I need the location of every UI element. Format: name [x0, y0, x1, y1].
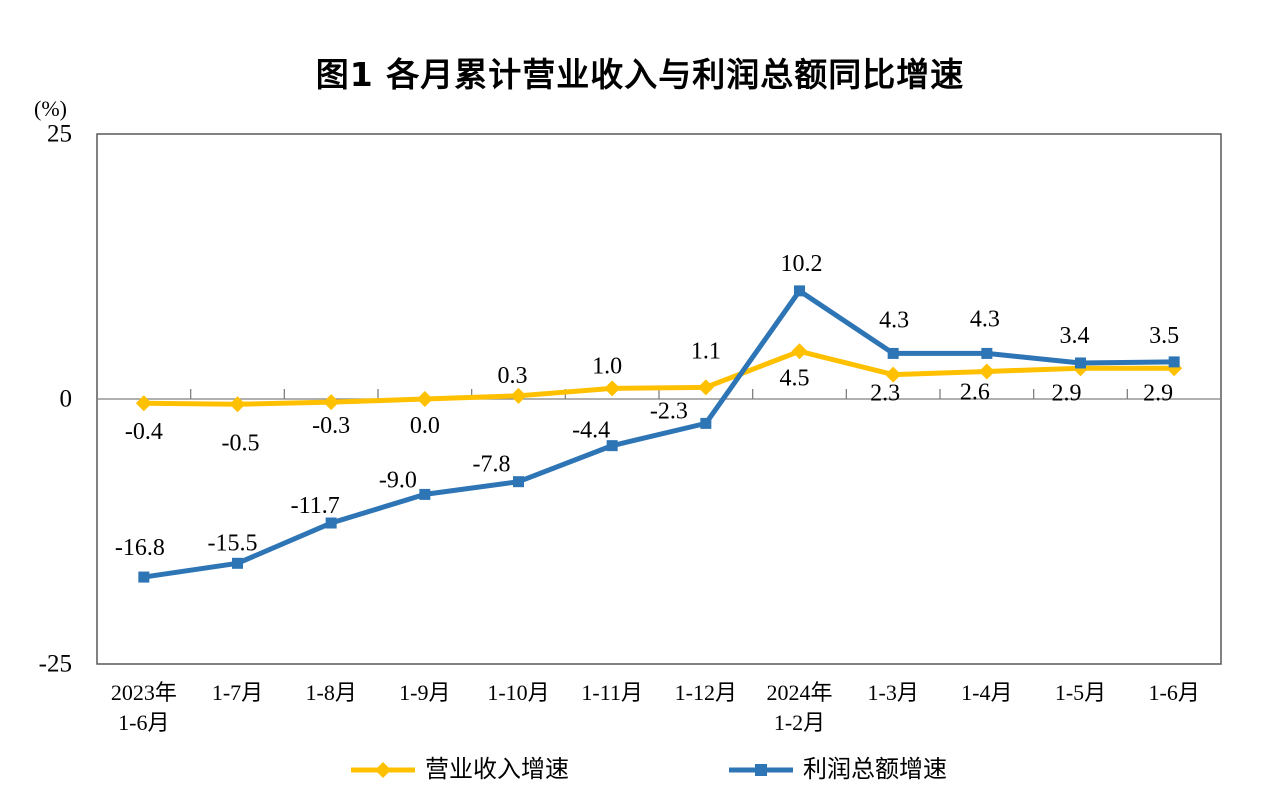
data-label: -11.7 — [291, 493, 340, 519]
x-axis-label: 1-12月 — [675, 680, 737, 705]
data-label: 0.3 — [498, 363, 528, 389]
y-axis-unit-label: (%) — [34, 96, 67, 121]
data-point-marker — [604, 380, 621, 397]
x-axis-label: 1-7月 — [212, 680, 263, 705]
x-axis-label: 1-5月 — [1055, 680, 1106, 705]
data-point-marker — [323, 394, 340, 411]
data-point-marker — [135, 395, 152, 412]
data-point-marker — [325, 517, 337, 529]
data-point-marker — [887, 347, 899, 359]
data-label: 3.5 — [1149, 323, 1179, 349]
data-point-marker — [978, 363, 995, 380]
x-axis-label: 1-3月 — [868, 680, 919, 705]
data-label: -2.3 — [650, 398, 688, 424]
data-point-marker — [885, 366, 902, 383]
data-label: 4.3 — [970, 306, 1000, 332]
data-label: 1.0 — [592, 353, 622, 379]
x-axis-label: 1-10月 — [487, 680, 549, 705]
data-label: 1.1 — [691, 338, 721, 364]
data-label: 2.3 — [870, 381, 900, 407]
x-axis-label: 1-8月 — [306, 680, 357, 705]
data-label: 2.9 — [1052, 380, 1082, 406]
data-point-marker — [229, 396, 246, 413]
data-point-marker — [232, 557, 243, 569]
data-point-marker — [419, 488, 431, 500]
data-label: -15.5 — [208, 530, 258, 556]
data-point-marker — [416, 391, 433, 407]
data-label: -0.4 — [125, 419, 163, 445]
data-point-marker — [606, 440, 618, 452]
series-line-revenue — [141, 348, 1177, 407]
data-label: 0.0 — [410, 413, 440, 439]
chart-title: 图1 各月累计营业收入与利润总额同比增速 — [315, 55, 965, 94]
data-point-marker — [138, 571, 150, 583]
series-line-profit — [141, 288, 1177, 580]
y-axis-label: -25 — [39, 651, 72, 678]
data-point-marker — [981, 347, 993, 359]
data-label: 4.5 — [780, 365, 810, 391]
data-label: 4.3 — [879, 307, 909, 333]
data-label: -7.8 — [473, 452, 511, 478]
data-point-marker — [697, 379, 714, 396]
data-label: -16.8 — [115, 535, 165, 561]
x-axis-label: 1-6月 — [1149, 680, 1200, 705]
data-point-marker — [794, 285, 805, 297]
data-label: 10.2 — [781, 251, 823, 277]
data-label: -0.5 — [222, 430, 260, 456]
data-label: -0.3 — [312, 413, 350, 439]
y-axis-label: 0 — [60, 386, 73, 413]
data-label: 3.4 — [1060, 323, 1090, 349]
x-axis-label: 1-9月 — [399, 680, 450, 705]
data-point-marker — [510, 387, 527, 404]
data-label: -4.4 — [572, 418, 610, 444]
y-axis-label: 25 — [47, 121, 72, 148]
data-point-marker — [791, 343, 808, 360]
data-point-marker — [1075, 357, 1086, 369]
data-point-marker — [700, 417, 712, 429]
x-axis-label: 1-4月 — [961, 680, 1012, 705]
data-point-marker — [1168, 356, 1180, 368]
data-label: 2.9 — [1143, 380, 1173, 406]
data-label: 2.6 — [960, 379, 990, 405]
x-axis-label: 1-11月 — [581, 680, 643, 705]
data-point-marker — [513, 476, 524, 488]
x-axis-label: 2023年 1-6月 — [111, 680, 177, 735]
data-label: -9.0 — [379, 467, 417, 493]
x-axis-label: 2024年 1-2月 — [766, 680, 832, 735]
